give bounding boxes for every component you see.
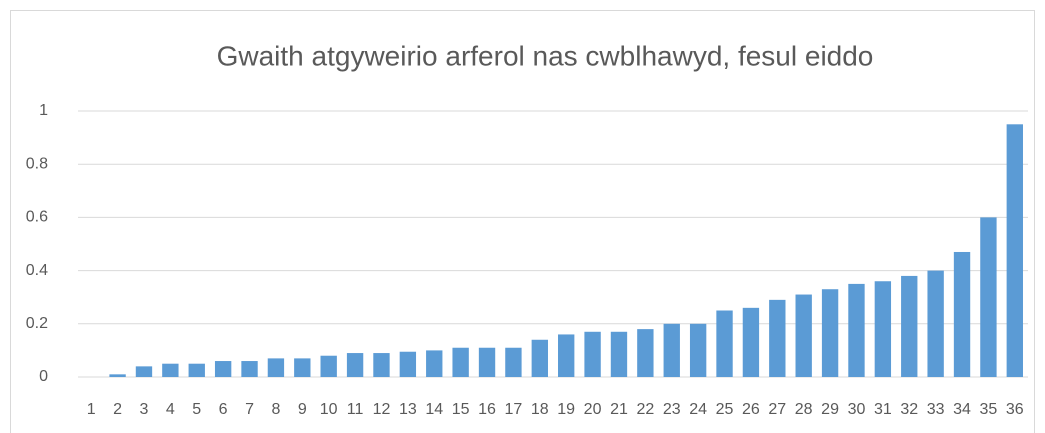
bar <box>162 363 179 377</box>
x-tick-label: 26 <box>742 401 760 418</box>
x-tick-label: 35 <box>980 401 998 418</box>
bar <box>478 347 496 377</box>
x-tick-label: 15 <box>452 401 470 418</box>
bar <box>267 358 285 377</box>
bar <box>109 374 126 377</box>
x-tick-label: 36 <box>1006 401 1024 418</box>
x-tick-label: 30 <box>848 401 866 418</box>
bar <box>901 275 918 377</box>
bar <box>214 361 232 377</box>
bar <box>505 347 522 377</box>
x-tick-label: 5 <box>192 401 201 418</box>
x-tick-label: 18 <box>531 401 549 418</box>
bar <box>874 281 892 377</box>
x-tick-label: 16 <box>478 401 496 418</box>
x-tick-label: 33 <box>927 401 945 418</box>
bar <box>346 353 364 377</box>
x-tick-label: 14 <box>425 401 443 418</box>
x-tick-label: 24 <box>689 401 707 418</box>
x-tick-label: 22 <box>636 401 654 418</box>
bar <box>610 331 628 377</box>
x-tick-label: 3 <box>140 401 149 418</box>
x-tick-label: 32 <box>900 401 918 418</box>
bar <box>531 339 548 377</box>
x-tick-label: 27 <box>768 401 786 418</box>
bar <box>294 358 311 377</box>
bar <box>742 307 760 377</box>
y-tick-label: 0 <box>39 368 48 385</box>
bar <box>663 323 680 377</box>
bar <box>399 351 417 377</box>
x-tick-label: 17 <box>505 401 523 418</box>
bar <box>1006 124 1023 377</box>
chart-title: Gwaith atgyweirio arferol nas cwblhawyd,… <box>217 40 874 71</box>
bar <box>320 355 337 377</box>
bar <box>241 361 258 377</box>
bar <box>135 366 153 377</box>
bar <box>927 270 944 377</box>
y-tick-label: 0.8 <box>26 155 48 172</box>
bar <box>821 289 839 377</box>
bar <box>584 331 601 377</box>
x-tick-label: 12 <box>373 401 391 418</box>
x-tick-label: 28 <box>795 401 813 418</box>
bar <box>373 353 390 377</box>
x-tick-label: 1 <box>87 401 96 418</box>
bar <box>558 334 575 377</box>
x-tick-label: 8 <box>271 401 280 418</box>
bar <box>637 329 654 377</box>
bar <box>980 217 997 377</box>
x-tick-label: 7 <box>245 401 254 418</box>
bar <box>452 347 469 377</box>
x-tick-label: 29 <box>821 401 839 418</box>
x-tick-label: 31 <box>874 401 892 418</box>
x-tick-label: 13 <box>399 401 417 418</box>
x-tick-label: 11 <box>347 401 364 418</box>
bar <box>848 283 865 377</box>
bar <box>716 310 733 377</box>
x-tick-label: 9 <box>298 401 307 418</box>
bar <box>689 323 707 377</box>
x-tick-label: 21 <box>610 401 628 418</box>
x-tick-label: 10 <box>320 401 338 418</box>
x-tick-label: 19 <box>557 401 575 418</box>
y-tick-label: 0.2 <box>26 315 48 332</box>
x-tick-label: 2 <box>113 401 122 418</box>
bar <box>188 363 205 377</box>
x-tick-label: 34 <box>953 401 971 418</box>
y-tick-label: 0.6 <box>26 209 48 226</box>
y-tick-label: 1 <box>39 102 48 119</box>
bar <box>953 251 971 377</box>
y-tick-label: 0.4 <box>26 262 48 279</box>
x-tick-label: 4 <box>166 401 175 418</box>
x-tick-label: 20 <box>584 401 602 418</box>
x-tick-label: 6 <box>219 401 228 418</box>
bar <box>769 299 786 377</box>
bar <box>795 294 812 377</box>
bar <box>426 350 443 377</box>
x-tick-label: 25 <box>716 401 734 418</box>
x-tick-label: 23 <box>663 401 681 418</box>
